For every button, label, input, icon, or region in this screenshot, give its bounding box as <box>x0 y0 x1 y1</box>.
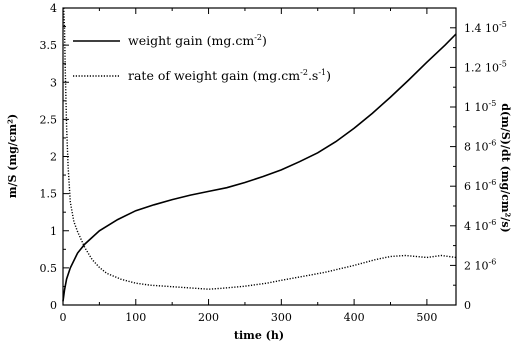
y-left-tick-label: 1.5 <box>40 188 58 201</box>
plot-frame <box>62 7 457 306</box>
series-weight-line <box>62 33 457 302</box>
legend-rate-label: rate of weight gain (mg.cm-2.s-1) <box>128 68 331 83</box>
y-left-axis-title: m/S (mg/cm²) <box>6 114 19 198</box>
y-right-tick-labels: 0 2 10-6 4 10-6 6 10-6 8 10-6 1 10-5 1.2 10-5 1… <box>464 20 507 312</box>
legend: weight gain (mg.cm-2) rate of weight gai… <box>73 33 331 83</box>
x-axis-title: time (h) <box>234 329 284 342</box>
x-tick-label: 500 <box>416 311 437 324</box>
x-tick-labels: 0 100 200 300 400 500 <box>60 311 438 324</box>
legend-weight-label: weight gain (mg.cm-2) <box>128 33 267 48</box>
y-right-tick-label: 1.2 10-5 <box>464 59 507 74</box>
y-right-tick-label: 0 <box>464 299 471 312</box>
series-rate-line <box>63 7 457 290</box>
y-right-tick-label: 8 10-6 <box>464 139 496 154</box>
x-tick-label: 200 <box>198 311 219 324</box>
y-right-tick-label: 6 10-6 <box>464 178 496 193</box>
x-tick-label: 100 <box>125 311 146 324</box>
x-tick-label: 0 <box>60 311 67 324</box>
x-tick-label: 400 <box>344 311 365 324</box>
y-right-axis-title: d(m/S)/dt (mg/cm²/s) <box>499 103 511 232</box>
y-right-tick-label: 1 10-5 <box>464 99 496 114</box>
y-left-tick-label: 1 <box>50 225 57 238</box>
y-left-tick-label: 3.5 <box>40 39 58 52</box>
y-right-tick-label: 2 10-6 <box>464 257 496 272</box>
y-right-tick-label: 1.4 10-5 <box>464 20 507 35</box>
y-right-tick-label: 4 10-6 <box>464 218 496 233</box>
y-left-tick-label: 3 <box>50 76 57 89</box>
y-left-tick-label: 0 <box>50 299 57 312</box>
ticks <box>62 7 456 306</box>
y-left-tick-label: 4 <box>50 2 57 15</box>
x-tick-label: 300 <box>271 311 292 324</box>
y-left-tick-label: 0.5 <box>40 262 58 275</box>
y-left-tick-labels: 0 0.5 1 1.5 2 2.5 3 3.5 4 <box>40 2 58 312</box>
y-left-tick-label: 2.5 <box>40 113 58 126</box>
y-left-tick-label: 2 <box>50 151 57 164</box>
